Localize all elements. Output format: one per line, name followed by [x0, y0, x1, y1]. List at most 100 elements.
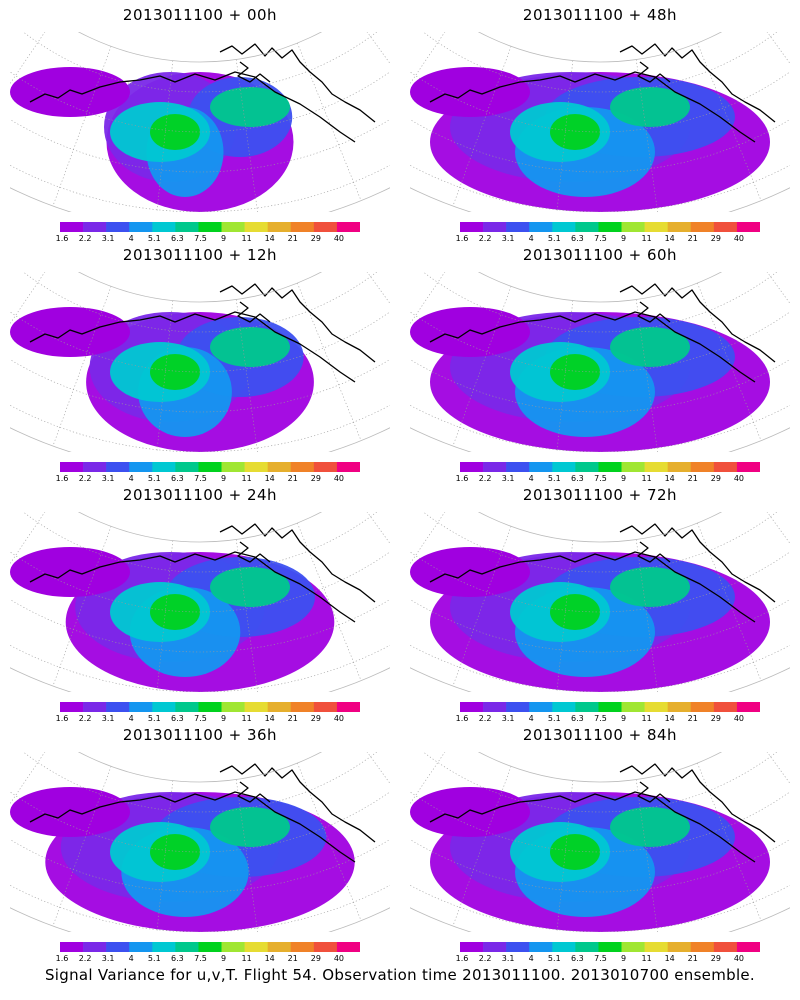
colorbar-tick-label: 6.3 — [171, 234, 184, 243]
colorbar-tick-label: 5.1 — [547, 714, 561, 723]
coastline — [429, 283, 776, 383]
coastline — [429, 43, 776, 143]
map-border — [410, 752, 790, 932]
colorbar-swatch — [221, 222, 245, 232]
colorbar-tick-label: 4 — [128, 714, 134, 723]
colorbar — [460, 702, 760, 712]
colorbar-swatch — [690, 942, 715, 952]
colorbar-tick-label: 29 — [310, 234, 321, 243]
colorbar-swatch — [621, 462, 645, 472]
colorbar-tick-label: 2.2 — [78, 474, 92, 483]
map-border — [10, 512, 390, 692]
colorbar-swatch — [552, 942, 576, 952]
contour-fill — [10, 307, 130, 357]
colorbar-swatch — [60, 702, 84, 712]
colorbar-swatch — [667, 222, 692, 232]
colorbar-tick-label: 11 — [241, 234, 252, 243]
coastline — [29, 43, 376, 143]
panel-title: 2013011100 + 60h — [522, 246, 678, 264]
contour-fill — [150, 354, 200, 390]
colorbar-swatch — [336, 942, 360, 952]
colorbar-swatch — [175, 702, 199, 712]
contour-fill — [550, 834, 600, 870]
colorbar-tick-label: 6.3 — [571, 474, 584, 483]
contour-fill — [550, 354, 600, 390]
colorbar-swatch — [690, 222, 715, 232]
contour-fill — [150, 594, 200, 630]
colorbar-swatch — [529, 222, 553, 232]
colorbar-swatch — [313, 462, 338, 472]
colorbar-swatch — [644, 222, 668, 232]
colorbar-swatch — [483, 702, 507, 712]
colorbar-labels: 1.6 2.2 3.1 4 5.1 6.3 7.5 9 11 14 21 29 40 — [56, 954, 360, 964]
colorbar-swatch — [152, 942, 176, 952]
colorbar-tick-label: 11 — [641, 954, 652, 963]
colorbar-swatch — [506, 222, 530, 232]
colorbar-tick-label: 7.5 — [594, 714, 607, 723]
colorbar-labels: 1.6 2.2 3.1 4 5.1 6.3 7.5 9 11 14 21 29 40 — [56, 474, 360, 484]
variance-field — [10, 67, 294, 212]
colorbar-swatch — [221, 702, 245, 712]
colorbar-swatch — [644, 942, 668, 952]
colorbar-swatch — [529, 702, 553, 712]
colorbar-tick-label: 29 — [710, 954, 721, 963]
colorbar-swatch — [483, 942, 507, 952]
colorbar-swatch — [690, 702, 715, 712]
variance-field — [10, 547, 335, 692]
contour-fill — [210, 87, 290, 127]
colorbar-tick-label: 9 — [220, 474, 227, 483]
variance-field — [410, 547, 770, 692]
colorbar-swatch — [290, 702, 315, 712]
colorbar-swatch — [129, 222, 153, 232]
colorbar-swatch — [552, 702, 576, 712]
colorbar-tick-label: 3.1 — [101, 714, 115, 723]
colorbar-swatch — [129, 462, 153, 472]
contour-fill — [610, 807, 690, 847]
colorbar-swatch — [736, 942, 760, 952]
colorbar-swatch — [598, 222, 622, 232]
contour-fill — [210, 327, 290, 367]
colorbar-swatch — [713, 462, 738, 472]
colorbar-swatch — [575, 942, 599, 952]
colorbar-swatch — [83, 462, 107, 472]
contour-fill — [410, 787, 530, 837]
colorbar-tick-label: 21 — [287, 714, 298, 723]
colorbar-tick-label: 3.1 — [101, 954, 115, 963]
colorbar-tick-label: 11 — [241, 954, 252, 963]
variance-map — [10, 272, 390, 452]
colorbar-swatch — [106, 942, 130, 952]
colorbar-swatch — [152, 702, 176, 712]
colorbar-swatch — [267, 702, 292, 712]
colorbar-swatch — [506, 702, 530, 712]
forecast-panel: 2013011100 + 36h 1.6 2.2 3.1 4 5.1 6.3 7.5 9 11 14… — [0, 720, 400, 965]
colorbar-tick-label: 14 — [264, 474, 275, 483]
colorbar-tick-label: 1.6 — [55, 954, 69, 963]
colorbar-tick-label: 3.1 — [501, 234, 515, 243]
colorbar-tick-label: 21 — [687, 234, 698, 243]
colorbar-tick-label: 40 — [333, 954, 345, 963]
colorbar-tick-label: 40 — [333, 714, 345, 723]
colorbar-swatch — [736, 222, 760, 232]
variance-field — [410, 67, 770, 212]
colorbar-swatch — [598, 942, 622, 952]
colorbar-tick-label: 5.1 — [147, 954, 161, 963]
colorbar-swatch — [198, 702, 222, 712]
colorbar-swatch — [152, 462, 176, 472]
colorbar-tick-label: 5.1 — [147, 234, 161, 243]
variance-map — [410, 272, 790, 452]
colorbar-swatch — [313, 942, 338, 952]
colorbar-tick-label: 4 — [128, 954, 134, 963]
colorbar — [460, 942, 760, 952]
colorbar-swatch — [244, 702, 268, 712]
colorbar-swatch — [336, 702, 360, 712]
colorbar-tick-label: 5.1 — [147, 714, 161, 723]
colorbar-tick-label: 14 — [664, 234, 675, 243]
colorbar-tick-label: 21 — [687, 954, 698, 963]
map-border — [10, 752, 390, 932]
colorbar-tick-label: 21 — [687, 714, 698, 723]
colorbar-swatch — [506, 462, 530, 472]
colorbar-tick-label: 14 — [664, 714, 675, 723]
panel-title: 2013011100 + 36h — [122, 726, 278, 744]
colorbar-swatch — [221, 942, 245, 952]
forecast-panel: 2013011100 + 72h 1.6 2.2 3.1 4 5.1 6.3 7.5 9 11 14… — [400, 480, 800, 725]
